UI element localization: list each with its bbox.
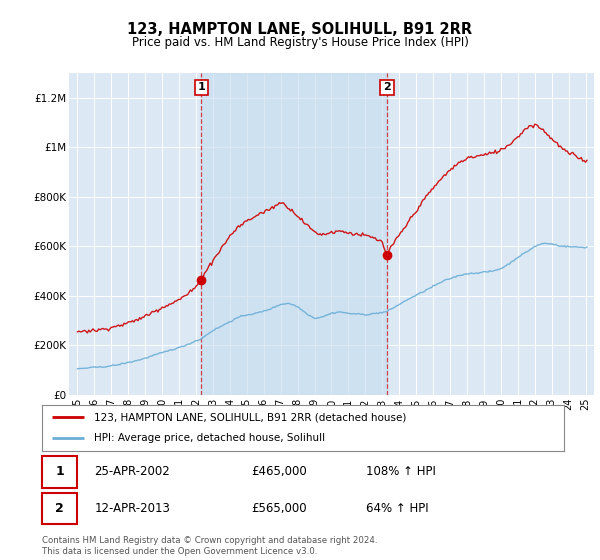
Text: 2: 2 [383, 82, 391, 92]
FancyBboxPatch shape [42, 493, 77, 524]
Text: Contains HM Land Registry data © Crown copyright and database right 2024.
This d: Contains HM Land Registry data © Crown c… [42, 536, 377, 556]
Text: £565,000: £565,000 [251, 502, 307, 515]
Bar [202, 73, 387, 395]
Text: 123, HAMPTON LANE, SOLIHULL, B91 2RR: 123, HAMPTON LANE, SOLIHULL, B91 2RR [127, 22, 473, 38]
Text: 2: 2 [55, 502, 64, 515]
Text: 64% ↑ HPI: 64% ↑ HPI [365, 502, 428, 515]
Text: 123, HAMPTON LANE, SOLIHULL, B91 2RR (detached house): 123, HAMPTON LANE, SOLIHULL, B91 2RR (de… [94, 412, 407, 422]
Text: 108% ↑ HPI: 108% ↑ HPI [365, 465, 436, 478]
Text: HPI: Average price, detached house, Solihull: HPI: Average price, detached house, Soli… [94, 433, 325, 444]
FancyBboxPatch shape [42, 456, 77, 488]
Text: Price paid vs. HM Land Registry's House Price Index (HPI): Price paid vs. HM Land Registry's House … [131, 36, 469, 49]
Text: £465,000: £465,000 [251, 465, 307, 478]
Text: 25-APR-2002: 25-APR-2002 [94, 465, 170, 478]
Text: 12-APR-2013: 12-APR-2013 [94, 502, 170, 515]
Text: 1: 1 [197, 82, 205, 92]
Text: 1: 1 [55, 465, 64, 478]
